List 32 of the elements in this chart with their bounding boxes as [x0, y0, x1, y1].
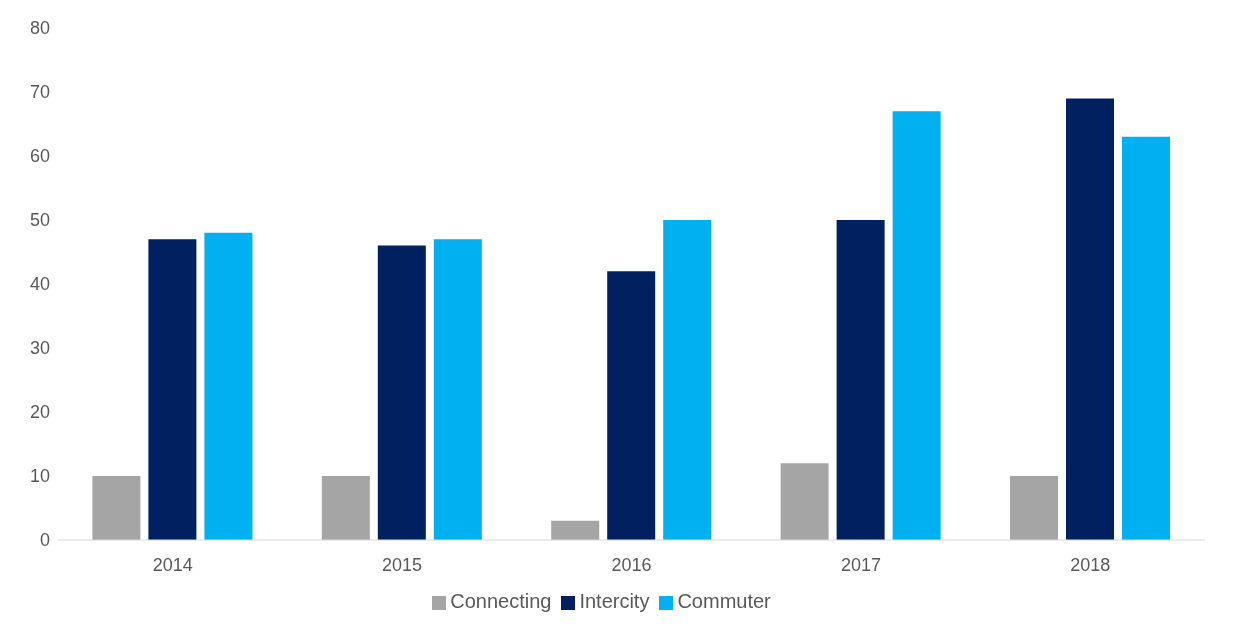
x-tick-label: 2016 [611, 554, 652, 575]
bar [1122, 136, 1171, 540]
y-tick-label: 40 [29, 274, 50, 295]
bar [377, 245, 426, 540]
y-tick-label: 50 [29, 210, 50, 231]
bar [1010, 476, 1059, 540]
bar [780, 463, 829, 540]
y-tick-label: 60 [29, 146, 50, 167]
legend-label: Commuter [677, 590, 771, 612]
bar [433, 239, 482, 540]
y-tick-label: 20 [29, 402, 50, 423]
bar [551, 520, 600, 540]
y-tick-label: 30 [29, 338, 50, 359]
legend-label: Intercity [579, 590, 650, 612]
x-tick-label: 2015 [382, 554, 423, 575]
bar [321, 476, 370, 540]
y-tick-label: 10 [29, 466, 50, 487]
bar [663, 220, 712, 540]
x-tick-label: 2017 [840, 554, 881, 575]
y-tick-label: 70 [29, 82, 50, 103]
x-tick-label: 2018 [1070, 554, 1111, 575]
bar [836, 220, 885, 540]
bar [204, 232, 253, 540]
legend-label: Connecting [450, 590, 552, 612]
y-tick-label: 80 [29, 18, 50, 39]
bar [607, 271, 656, 540]
x-tick-label: 2014 [152, 554, 193, 575]
bar [892, 111, 941, 540]
bar [92, 476, 141, 540]
y-tick-label: 0 [39, 530, 50, 551]
bar [148, 239, 197, 540]
bar [1066, 98, 1115, 540]
